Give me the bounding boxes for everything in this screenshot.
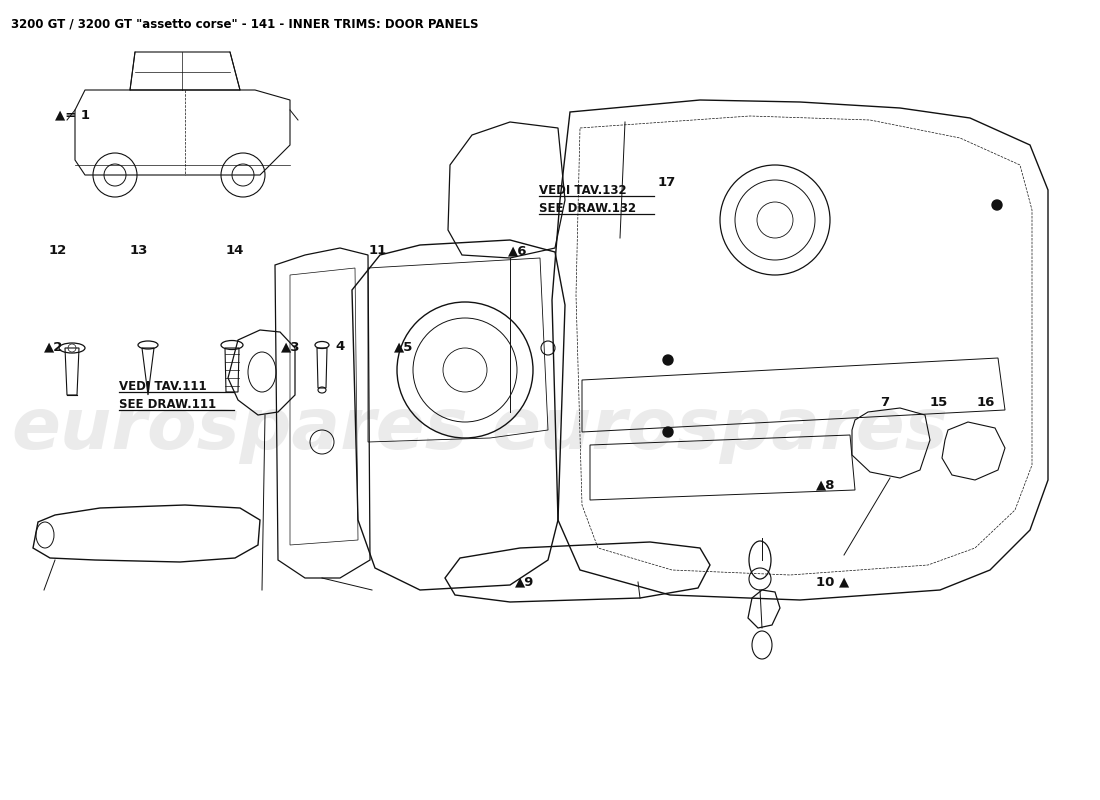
Text: ▲5: ▲5 — [394, 341, 414, 354]
Text: 12: 12 — [48, 245, 67, 258]
Text: eurospares: eurospares — [492, 395, 948, 465]
Text: 11: 11 — [368, 245, 387, 258]
Text: ▲3: ▲3 — [280, 341, 300, 354]
Text: ▲2: ▲2 — [44, 341, 64, 354]
Text: 17: 17 — [658, 176, 676, 189]
Text: SEE DRAW.111: SEE DRAW.111 — [119, 398, 216, 411]
Text: eurospares: eurospares — [12, 395, 469, 465]
Text: 7: 7 — [880, 396, 889, 410]
Circle shape — [992, 200, 1002, 210]
Text: 13: 13 — [130, 245, 148, 258]
Text: 4: 4 — [336, 341, 344, 354]
Text: 16: 16 — [977, 396, 996, 410]
Text: ▲6: ▲6 — [508, 245, 528, 258]
Text: 3200 GT / 3200 GT "assetto corse" - 141 - INNER TRIMS: DOOR PANELS: 3200 GT / 3200 GT "assetto corse" - 141 … — [11, 18, 478, 30]
Circle shape — [663, 355, 673, 365]
Text: ▲= 1: ▲= 1 — [55, 108, 90, 122]
Text: VEDI TAV.132: VEDI TAV.132 — [539, 184, 627, 197]
Text: VEDI TAV.111: VEDI TAV.111 — [119, 380, 207, 394]
Text: SEE DRAW.132: SEE DRAW.132 — [539, 202, 636, 214]
Text: 14: 14 — [226, 245, 244, 258]
Text: ▲8: ▲8 — [816, 478, 836, 491]
Text: ▲9: ▲9 — [515, 576, 535, 589]
Text: 15: 15 — [930, 396, 948, 410]
Text: 10 ▲: 10 ▲ — [816, 576, 849, 589]
Circle shape — [663, 427, 673, 437]
